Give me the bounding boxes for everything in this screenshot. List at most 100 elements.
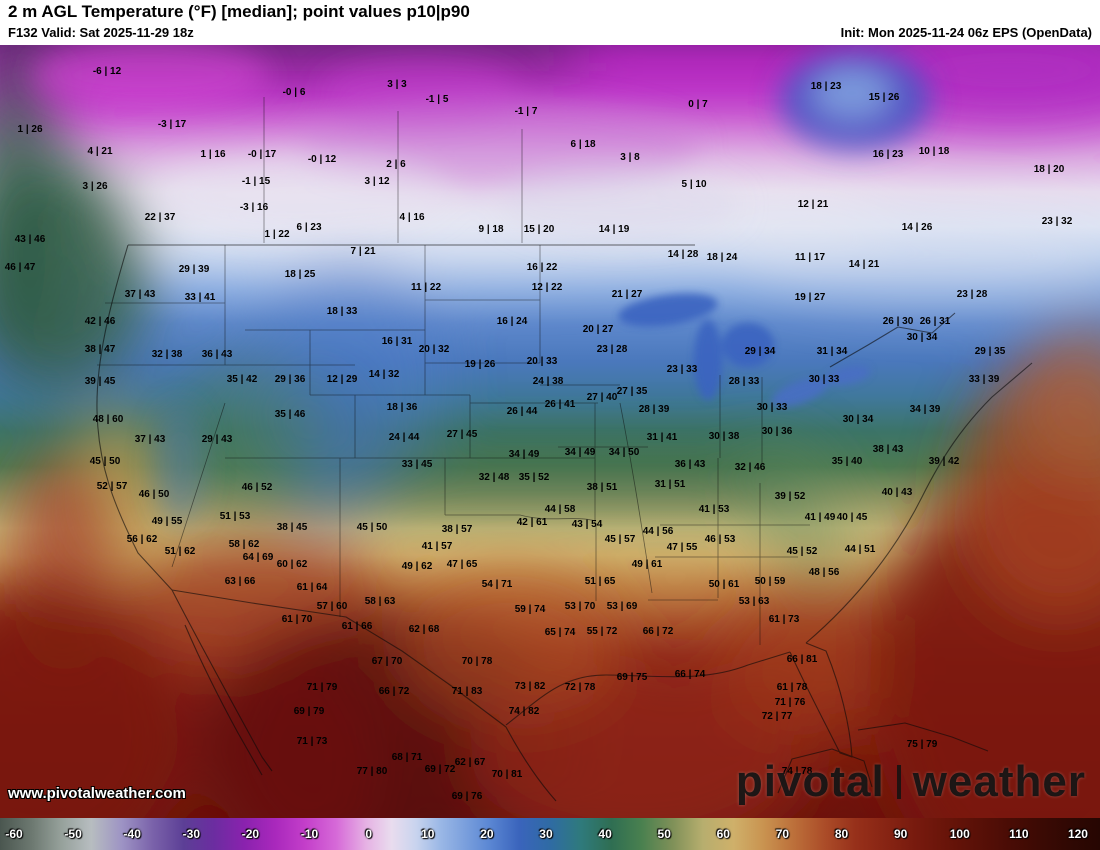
point-value: 66 | 72 [378, 686, 410, 697]
point-value: 30 | 33 [808, 374, 840, 385]
point-value: 4 | 16 [399, 212, 425, 223]
point-value: 52 | 57 [96, 481, 128, 492]
point-value: 1 | 26 [17, 124, 43, 135]
point-value: 30 | 34 [906, 332, 938, 343]
point-value: 12 | 22 [531, 282, 563, 293]
point-value: 35 | 46 [274, 409, 306, 420]
point-value: 6 | 23 [296, 222, 322, 233]
point-value: 46 | 47 [4, 262, 36, 273]
map-canvas[interactable]: -6 | 12 3 | 3 -0 | 6 -1 | 5 18 | 23 15 | 26 0 … [0, 45, 1100, 818]
point-value: 61 | 78 [776, 682, 808, 693]
point-value: 40 | 43 [881, 487, 913, 498]
point-value: 28 | 39 [638, 404, 670, 415]
point-value: 7 | 21 [350, 246, 376, 257]
colorbar-tick: 30 [539, 827, 553, 841]
point-value: 35 | 40 [831, 456, 863, 467]
point-value: 70 | 81 [491, 769, 523, 780]
point-value: 54 | 71 [481, 579, 513, 590]
point-value: 75 | 79 [906, 739, 938, 750]
point-value: 29 | 36 [274, 374, 306, 385]
point-value: 26 | 31 [919, 316, 951, 327]
point-value: 29 | 39 [178, 264, 210, 275]
point-value: 19 | 26 [464, 359, 496, 370]
point-value: 49 | 55 [151, 516, 183, 527]
point-value: 21 | 27 [611, 289, 643, 300]
point-value: 46 | 50 [138, 489, 170, 500]
point-value: 38 | 45 [276, 522, 308, 533]
point-value: 20 | 33 [526, 356, 558, 367]
point-value: 15 | 20 [523, 224, 555, 235]
point-value: 74 | 82 [508, 706, 540, 717]
point-value: 72 | 78 [564, 682, 596, 693]
point-value: 2 | 6 [386, 159, 406, 170]
point-value: 46 | 52 [241, 482, 273, 493]
point-value: 49 | 62 [401, 561, 433, 572]
point-value: 20 | 32 [418, 344, 450, 355]
colorbar-tick: 120 [1067, 827, 1088, 841]
pivotal-weather-logo: pivotal weather [736, 760, 1086, 804]
point-value: 11 | 17 [794, 252, 826, 263]
point-value: 45 | 50 [89, 456, 121, 467]
point-value: -3 | 17 [157, 119, 187, 130]
point-value: 62 | 67 [454, 757, 486, 768]
colorbar-tick: -30 [182, 827, 200, 841]
point-value: 20 | 27 [582, 324, 614, 335]
point-value: 14 | 21 [848, 259, 880, 270]
point-value: 35 | 42 [226, 374, 258, 385]
point-value: 39 | 52 [774, 491, 806, 502]
logo-divider [896, 765, 901, 799]
point-value: 53 | 69 [606, 601, 638, 612]
point-value: 71 | 73 [296, 736, 328, 747]
point-value: 59 | 74 [514, 604, 546, 615]
point-value: 3 | 26 [82, 181, 108, 192]
point-value: 14 | 26 [901, 222, 933, 233]
watermark-url: www.pivotalweather.com [8, 785, 186, 802]
point-value: 50 | 61 [708, 579, 740, 590]
point-value: 42 | 46 [84, 316, 116, 327]
point-value: -1 | 5 [425, 94, 449, 105]
point-value: -3 | 16 [239, 202, 269, 213]
point-value: 61 | 66 [341, 621, 373, 632]
point-value: 40 | 45 [836, 512, 868, 523]
point-value: 74 | 78 [781, 766, 813, 777]
point-value: 69 | 79 [293, 706, 325, 717]
point-value: 3 | 8 [620, 152, 640, 163]
point-value: -0 | 17 [247, 149, 277, 160]
point-value: 61 | 73 [768, 614, 800, 625]
point-value: 16 | 23 [872, 149, 904, 160]
point-value: 50 | 59 [754, 576, 786, 587]
point-value: 34 | 39 [909, 404, 941, 415]
point-value: 71 | 76 [774, 697, 806, 708]
point-value: 29 | 43 [201, 434, 233, 445]
point-value: 58 | 63 [364, 596, 396, 607]
point-value: 51 | 53 [219, 511, 251, 522]
colorbar-tick: -10 [300, 827, 319, 841]
point-value: 58 | 62 [228, 539, 260, 550]
point-value: 33 | 41 [184, 292, 216, 303]
point-value: 31 | 34 [816, 346, 848, 357]
point-value: 69 | 72 [424, 764, 456, 775]
point-value: 18 | 20 [1033, 164, 1065, 175]
point-value: 18 | 36 [386, 402, 418, 413]
point-value: 42 | 61 [516, 517, 548, 528]
point-value: 38 | 47 [84, 344, 116, 355]
point-value: 44 | 51 [844, 544, 876, 555]
point-value: 15 | 26 [868, 92, 900, 103]
point-value: 32 | 48 [478, 472, 510, 483]
point-value: 16 | 24 [496, 316, 528, 327]
point-value: 18 | 23 [810, 81, 842, 92]
point-value: 26 | 30 [882, 316, 914, 327]
point-value: 48 | 60 [92, 414, 124, 425]
colorbar-tick: 0 [365, 827, 372, 841]
point-value: 1 | 16 [200, 149, 226, 160]
colorbar-tick: 50 [657, 827, 671, 841]
colorbar-tick: 40 [598, 827, 612, 841]
point-value: 19 | 27 [794, 292, 826, 303]
map-title: 2 m AGL Temperature (°F) [median]; point… [8, 2, 470, 21]
point-value: 64 | 69 [242, 552, 274, 563]
colorbar-tick: 90 [893, 827, 908, 841]
point-value: 67 | 70 [371, 656, 403, 667]
point-value: 4 | 21 [87, 146, 113, 157]
point-value: 14 | 28 [667, 249, 699, 260]
